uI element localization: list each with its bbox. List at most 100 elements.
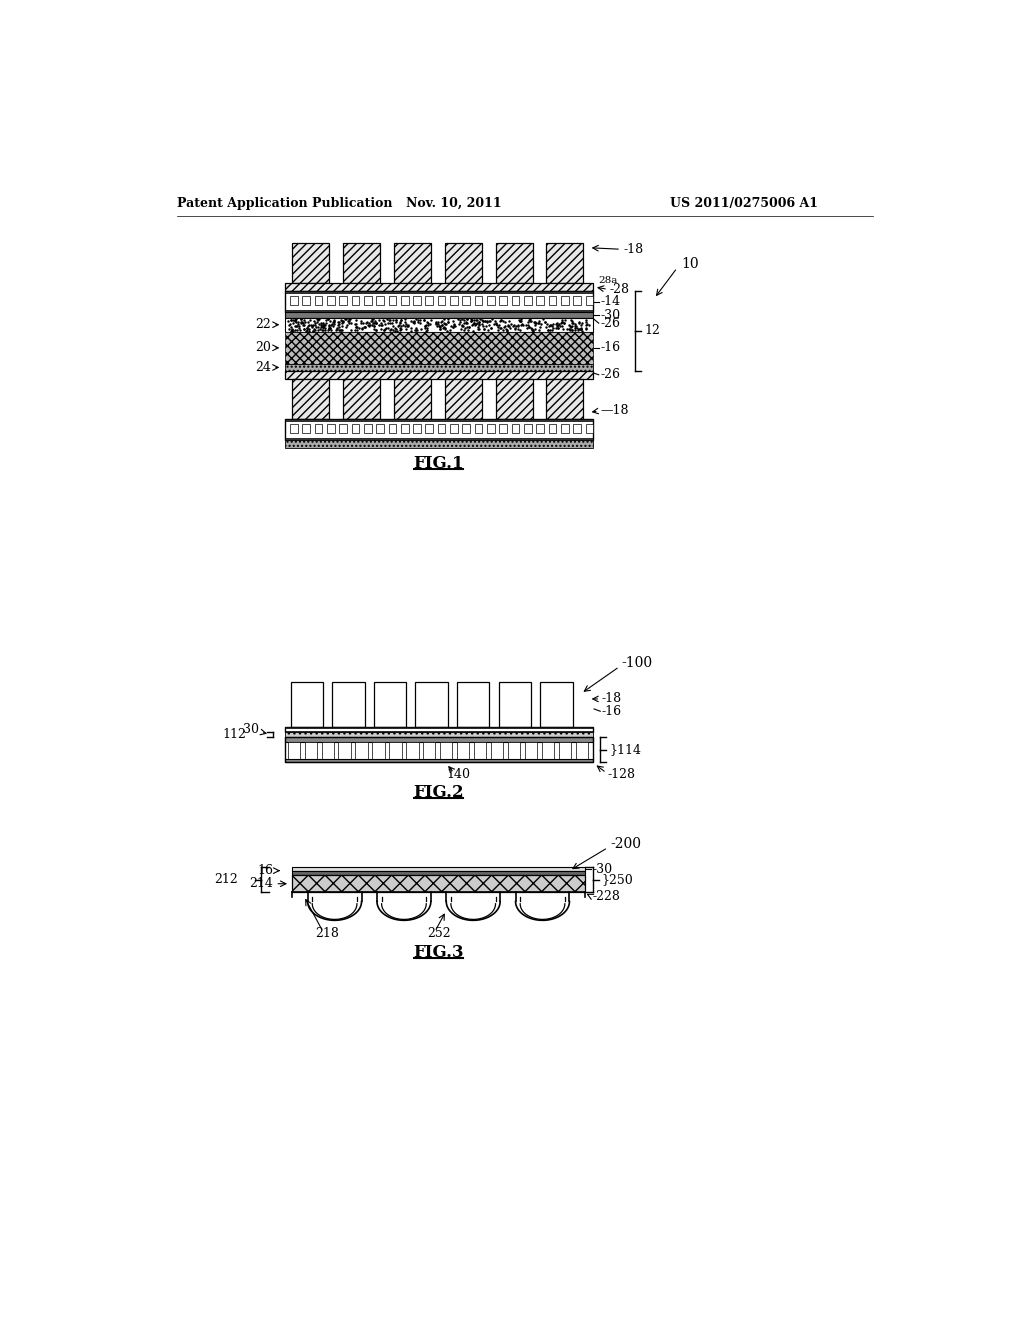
Bar — [285, 726, 593, 733]
Bar — [559, 742, 571, 759]
Bar — [475, 296, 482, 305]
Bar — [351, 296, 359, 305]
Bar — [413, 296, 421, 305]
Bar — [586, 424, 593, 433]
Bar — [496, 243, 532, 284]
Bar — [314, 296, 323, 305]
Bar — [400, 424, 409, 433]
Text: FIG.3: FIG.3 — [414, 944, 464, 961]
Text: -128: -128 — [608, 768, 636, 781]
Text: -14: -14 — [600, 296, 621, 308]
Bar — [444, 243, 481, 284]
Text: —18: —18 — [600, 404, 629, 417]
Bar — [500, 296, 507, 305]
Bar — [537, 296, 544, 305]
Bar — [440, 742, 453, 759]
Text: 12: 12 — [644, 325, 660, 338]
Text: -26: -26 — [600, 317, 621, 330]
Bar — [573, 296, 581, 305]
Text: -30: -30 — [593, 862, 612, 875]
Text: -228: -228 — [593, 890, 621, 903]
Text: -26: -26 — [600, 368, 621, 381]
Bar — [496, 379, 532, 418]
Bar — [285, 733, 593, 738]
Bar — [322, 742, 334, 759]
Bar — [364, 296, 372, 305]
Bar — [339, 742, 351, 759]
Bar — [339, 424, 347, 433]
Bar — [561, 424, 568, 433]
Bar — [524, 742, 538, 759]
Bar — [537, 424, 544, 433]
Text: -200: -200 — [610, 837, 641, 850]
Bar — [451, 424, 458, 433]
Bar — [416, 682, 447, 726]
Bar — [438, 296, 445, 305]
Bar — [285, 418, 593, 421]
Bar — [285, 290, 593, 313]
Bar — [292, 871, 585, 875]
Bar — [285, 726, 593, 729]
Bar — [285, 331, 593, 364]
Bar — [285, 759, 593, 762]
Text: 140: 140 — [446, 768, 470, 781]
Bar — [288, 742, 300, 759]
Text: 252: 252 — [427, 927, 451, 940]
Bar — [425, 424, 433, 433]
Bar — [285, 438, 593, 441]
Text: 16: 16 — [257, 865, 273, 878]
Bar — [388, 296, 396, 305]
Bar — [444, 379, 481, 418]
Bar — [394, 379, 431, 418]
Bar — [388, 424, 396, 433]
Bar — [451, 296, 458, 305]
Bar — [285, 284, 593, 290]
Bar — [376, 296, 384, 305]
Text: -30: -30 — [600, 309, 621, 322]
Text: 218: 218 — [315, 927, 339, 940]
Bar — [500, 424, 507, 433]
Bar — [292, 875, 585, 892]
Bar — [285, 730, 593, 733]
Bar — [542, 742, 554, 759]
Bar — [400, 296, 409, 305]
Text: }114: }114 — [609, 743, 641, 756]
Bar — [285, 418, 593, 441]
Bar — [291, 682, 323, 726]
Text: -18: -18 — [602, 693, 622, 705]
Bar — [423, 742, 435, 759]
Bar — [304, 742, 316, 759]
Bar — [561, 296, 568, 305]
Bar — [508, 742, 520, 759]
Text: 212: 212 — [215, 873, 239, 886]
Bar — [499, 682, 531, 726]
Text: Patent Application Publication: Patent Application Publication — [177, 197, 392, 210]
Bar — [573, 424, 581, 433]
Bar — [364, 424, 372, 433]
Text: }250: }250 — [602, 873, 634, 886]
Bar — [475, 424, 482, 433]
Bar — [302, 296, 310, 305]
Bar — [524, 296, 531, 305]
Bar — [549, 296, 556, 305]
Bar — [541, 682, 572, 726]
Bar — [474, 742, 486, 759]
Bar — [575, 742, 588, 759]
Bar — [389, 742, 401, 759]
Bar — [586, 296, 593, 305]
Bar — [374, 682, 407, 726]
Bar — [547, 243, 584, 284]
Bar — [457, 682, 489, 726]
Text: -28: -28 — [609, 282, 630, 296]
Bar — [292, 379, 330, 418]
Text: 22: 22 — [255, 318, 270, 331]
Bar — [438, 424, 445, 433]
Text: 28a: 28a — [599, 276, 618, 285]
Bar — [333, 682, 365, 726]
Text: -16: -16 — [600, 342, 621, 354]
Bar — [355, 742, 368, 759]
Text: 24: 24 — [255, 360, 270, 374]
Bar — [339, 296, 347, 305]
Bar — [343, 243, 380, 284]
Bar — [373, 742, 385, 759]
